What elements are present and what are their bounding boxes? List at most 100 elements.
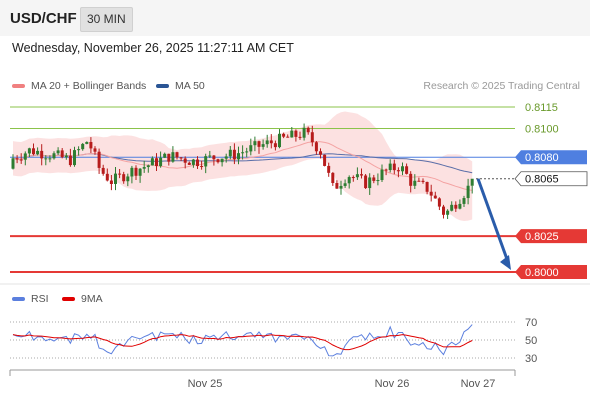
price-label-support-4: 0.8025: [515, 229, 587, 244]
candle-body: [232, 149, 236, 160]
candle-body: [187, 162, 191, 165]
bollinger-band-area: [13, 111, 473, 221]
candle-body: [429, 191, 433, 196]
candle-body: [208, 155, 212, 157]
candle-body: [105, 173, 109, 181]
candle: [290, 126, 294, 138]
candle: [105, 168, 109, 182]
candle-body: [409, 173, 413, 186]
candle: [409, 171, 413, 193]
candle: [208, 150, 212, 159]
candle: [196, 156, 199, 170]
rsi-level-label: 30: [525, 353, 537, 365]
legend-rsi: RSI: [12, 293, 49, 305]
candle: [450, 201, 454, 212]
timeframe-button[interactable]: 30 MIN: [80, 7, 133, 32]
candle: [19, 153, 23, 164]
candle-body: [249, 145, 253, 152]
candle-body: [355, 174, 359, 178]
price-label-last-3: 0.8065: [514, 171, 588, 187]
candle: [269, 134, 273, 149]
candle-body: [351, 177, 355, 179]
candle-body: [327, 165, 331, 173]
candle: [44, 155, 48, 166]
candle: [261, 139, 265, 150]
price-label-support-5: 0.8000: [515, 265, 587, 279]
candle: [462, 195, 466, 208]
candle: [437, 197, 441, 211]
candle: [392, 159, 396, 175]
candle-body: [159, 157, 163, 167]
symbol-title: USD/CHF: [10, 10, 77, 27]
candle-body: [73, 150, 76, 166]
x-axis-label: Nov 25: [188, 378, 223, 390]
candle-body: [89, 141, 93, 149]
candle: [454, 201, 458, 212]
candle: [294, 129, 298, 142]
candle: [183, 156, 187, 169]
candle: [155, 153, 158, 172]
candle-body: [77, 149, 81, 151]
candle-body: [93, 148, 97, 152]
legend-9ma: 9MA: [62, 293, 103, 305]
candle-body: [52, 153, 56, 159]
candle: [396, 167, 400, 178]
candle-body: [310, 132, 314, 143]
candle-body: [265, 140, 269, 145]
candle: [163, 152, 167, 159]
legend-rsi-swatch: [12, 297, 25, 302]
candle: [56, 147, 60, 155]
candle: [442, 204, 445, 219]
candle: [413, 174, 417, 190]
candle: [335, 180, 339, 189]
projection-arrow-shaft: [476, 178, 510, 263]
candle-body: [458, 203, 462, 209]
candle-body: [425, 181, 429, 192]
candle: [175, 151, 179, 160]
price-label-text: 0.8000: [525, 267, 559, 279]
candle-body: [40, 150, 44, 159]
candle: [347, 175, 351, 189]
candle: [384, 168, 388, 176]
candle-body: [56, 150, 60, 154]
candle: [32, 143, 35, 156]
candle-body: [392, 163, 396, 171]
legend-ma50-swatch: [156, 84, 169, 89]
candle-body: [298, 136, 302, 138]
candle-body: [278, 133, 281, 148]
candle: [40, 144, 44, 166]
candle-body: [200, 166, 204, 168]
candle: [134, 165, 138, 180]
x-axis-label: Nov 26: [375, 378, 410, 390]
candle: [351, 175, 355, 182]
candle: [216, 158, 220, 164]
candle-body: [167, 153, 171, 162]
candle-body: [118, 173, 122, 175]
candle: [114, 166, 117, 191]
candle-body: [220, 158, 224, 163]
candle-body: [454, 204, 458, 209]
candle: [167, 153, 171, 166]
candle: [417, 177, 421, 182]
candle: [360, 168, 363, 179]
candle: [52, 151, 56, 160]
candle: [372, 174, 376, 184]
candle: [89, 137, 93, 154]
candle-body: [138, 168, 142, 176]
candle-body: [130, 167, 134, 177]
rsi-9ma-line: [12, 334, 473, 351]
candle: [253, 136, 257, 152]
candle: [241, 145, 245, 160]
candle: [470, 178, 474, 194]
candle-body: [109, 180, 113, 185]
candle-body: [175, 152, 179, 158]
candle-body: [179, 157, 183, 159]
candle: [433, 191, 437, 199]
candle-body: [27, 148, 31, 154]
candle-body: [323, 154, 327, 166]
candle: [200, 160, 204, 170]
candle-body: [163, 153, 167, 158]
price-label-text: 0.8115: [525, 102, 558, 114]
candle: [306, 126, 310, 135]
